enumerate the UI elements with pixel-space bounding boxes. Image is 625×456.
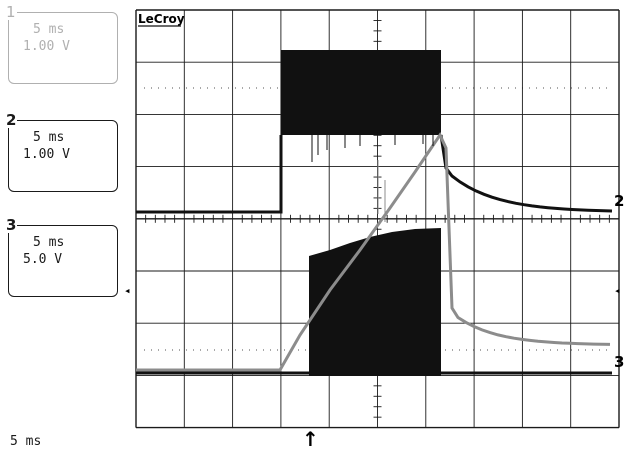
channel-1-volts: 1.00 V [23, 39, 70, 54]
trace-2-label: 2 [614, 192, 624, 210]
channel-1-number: 1 [5, 3, 17, 21]
channel-1-timebase: 5 ms [33, 22, 65, 37]
waveform-traces [136, 50, 613, 376]
channel-3-box[interactable]: 3 5 ms 5.0 V [5, 217, 118, 297]
channel-1-box[interactable]: 1 5 ms 1.00 V [5, 4, 118, 84]
channel-2-box[interactable]: 2 5 ms 1.00 V [5, 112, 118, 192]
right-level-marker: ◂ [614, 284, 621, 297]
left-level-marker: ◂ [124, 284, 131, 297]
channel-2-timebase: 5 ms [33, 130, 65, 145]
channel-3-number: 3 [5, 216, 18, 234]
trace-3-label: 3 [614, 353, 624, 371]
channel-2-volts: 1.00 V [23, 147, 70, 162]
trigger-arrow-icon: ↑ [302, 427, 319, 451]
trace-noise [311, 135, 434, 222]
channel-3-timebase: 5 ms [33, 235, 65, 250]
trace-2-waveform [136, 134, 613, 214]
channel-3-volts: 5.0 V [23, 252, 63, 267]
trace-2-pulse [281, 50, 441, 135]
timebase-readout: 5 ms [10, 434, 42, 449]
trace-3-pulse [309, 228, 441, 376]
channel-2-number: 2 [5, 111, 18, 129]
brand-logo: LeCroy [138, 12, 185, 26]
